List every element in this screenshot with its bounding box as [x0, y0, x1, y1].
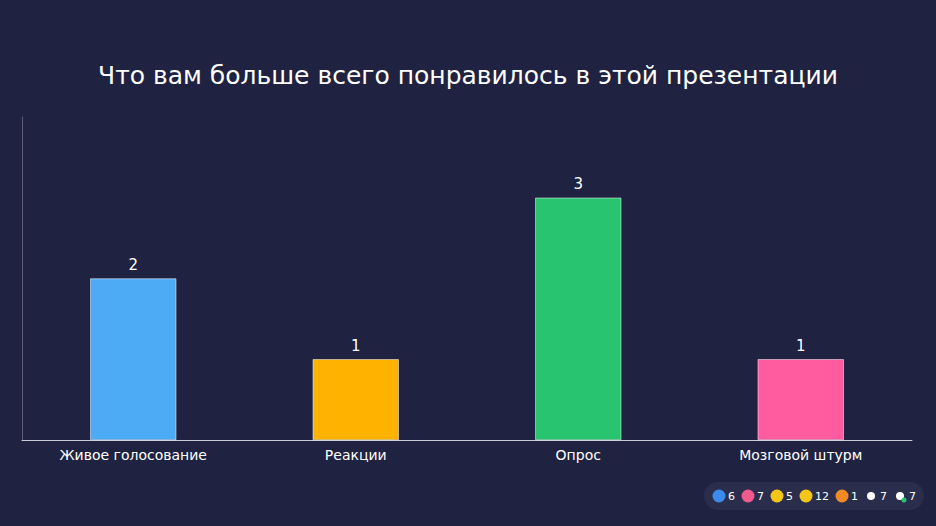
html-text:7: 7: [909, 489, 916, 503]
svg-text:1: 1: [796, 337, 806, 355]
svg-text:Что вам больше всего понравило: Что вам больше всего понравилось в этой …: [98, 61, 838, 90]
svg-text:Живое голосование: Живое голосование: [60, 447, 207, 463]
html-text:1: 1: [851, 489, 858, 503]
svg-text:Мозговой штурм: Мозговой штурм: [739, 447, 862, 463]
html-text:7: 7: [757, 489, 764, 503]
html-text:12: 12: [815, 489, 829, 503]
svg-text:2: 2: [128, 256, 138, 274]
html-text:6: 6: [728, 489, 735, 503]
html-text:7: 7: [880, 489, 887, 503]
html-text:5: 5: [786, 489, 793, 503]
svg-text:1: 1: [351, 337, 361, 355]
svg-text:3: 3: [573, 175, 583, 193]
svg-text:Опрос: Опрос: [556, 447, 601, 463]
svg-text:Реакции: Реакции: [325, 447, 387, 463]
